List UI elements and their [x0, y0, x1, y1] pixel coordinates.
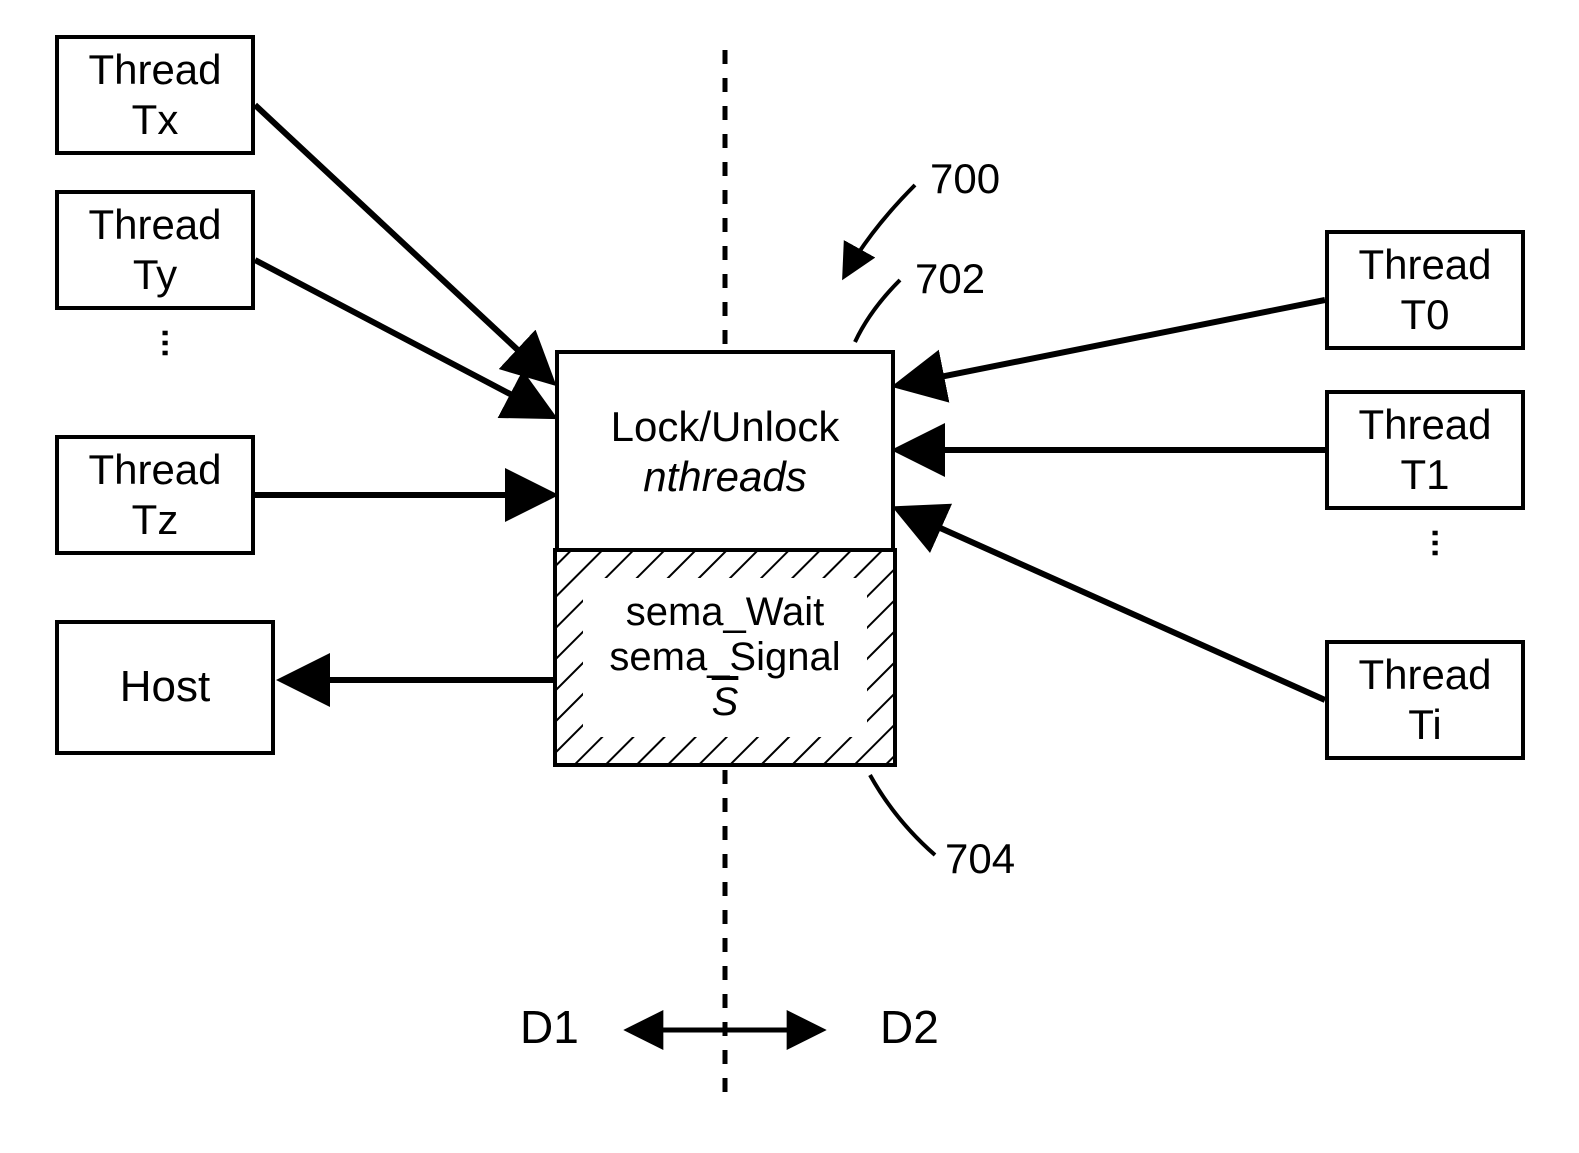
diagram-canvas: Thread Tx Thread Ty ··· Thread Tz Host T…: [0, 0, 1579, 1153]
thread-tz-line1: Thread: [88, 445, 221, 495]
ref-704: 704: [945, 835, 1015, 883]
thread-t0-box: Thread T0: [1325, 230, 1525, 350]
ref-700: 700: [930, 155, 1000, 203]
d1-label: D1: [520, 1000, 579, 1054]
thread-tx-line1: Thread: [88, 45, 221, 95]
thread-t1-box: Thread T1: [1325, 390, 1525, 510]
lock-unlock-line1: Lock/Unlock: [611, 402, 840, 452]
host-box: Host: [55, 620, 275, 755]
sema-line2: sema_Signal: [609, 635, 840, 680]
thread-t1-line2: T1: [1400, 450, 1449, 500]
thread-t0-line1: Thread: [1358, 240, 1491, 290]
thread-ti-box: Thread Ti: [1325, 640, 1525, 760]
thread-ti-line2: Ti: [1408, 700, 1441, 750]
sema-line1: sema_Wait: [626, 590, 825, 635]
left-ellipsis: ···: [140, 325, 195, 355]
thread-ty-box: Thread Ty: [55, 190, 255, 310]
d2-label: D2: [880, 1000, 939, 1054]
sema-line3: S: [712, 680, 739, 725]
right-ellipsis: ···: [1410, 525, 1465, 555]
thread-t1-line1: Thread: [1358, 400, 1491, 450]
host-label: Host: [120, 661, 210, 714]
thread-tx-line2: Tx: [132, 95, 179, 145]
sema-box: sema_Wait sema_Signal S: [583, 578, 867, 737]
thread-ty-line2: Ty: [133, 250, 177, 300]
thread-tz-line2: Tz: [132, 495, 179, 545]
thread-tx-box: Thread Tx: [55, 35, 255, 155]
ref-702: 702: [915, 255, 985, 303]
lock-unlock-line2: nthreads: [643, 452, 806, 502]
thread-ti-line1: Thread: [1358, 650, 1491, 700]
thread-ty-line1: Thread: [88, 200, 221, 250]
lock-unlock-box: Lock/Unlock nthreads: [555, 350, 895, 550]
thread-tz-box: Thread Tz: [55, 435, 255, 555]
thread-t0-line2: T0: [1400, 290, 1449, 340]
hatch-svg: [0, 0, 1579, 1153]
